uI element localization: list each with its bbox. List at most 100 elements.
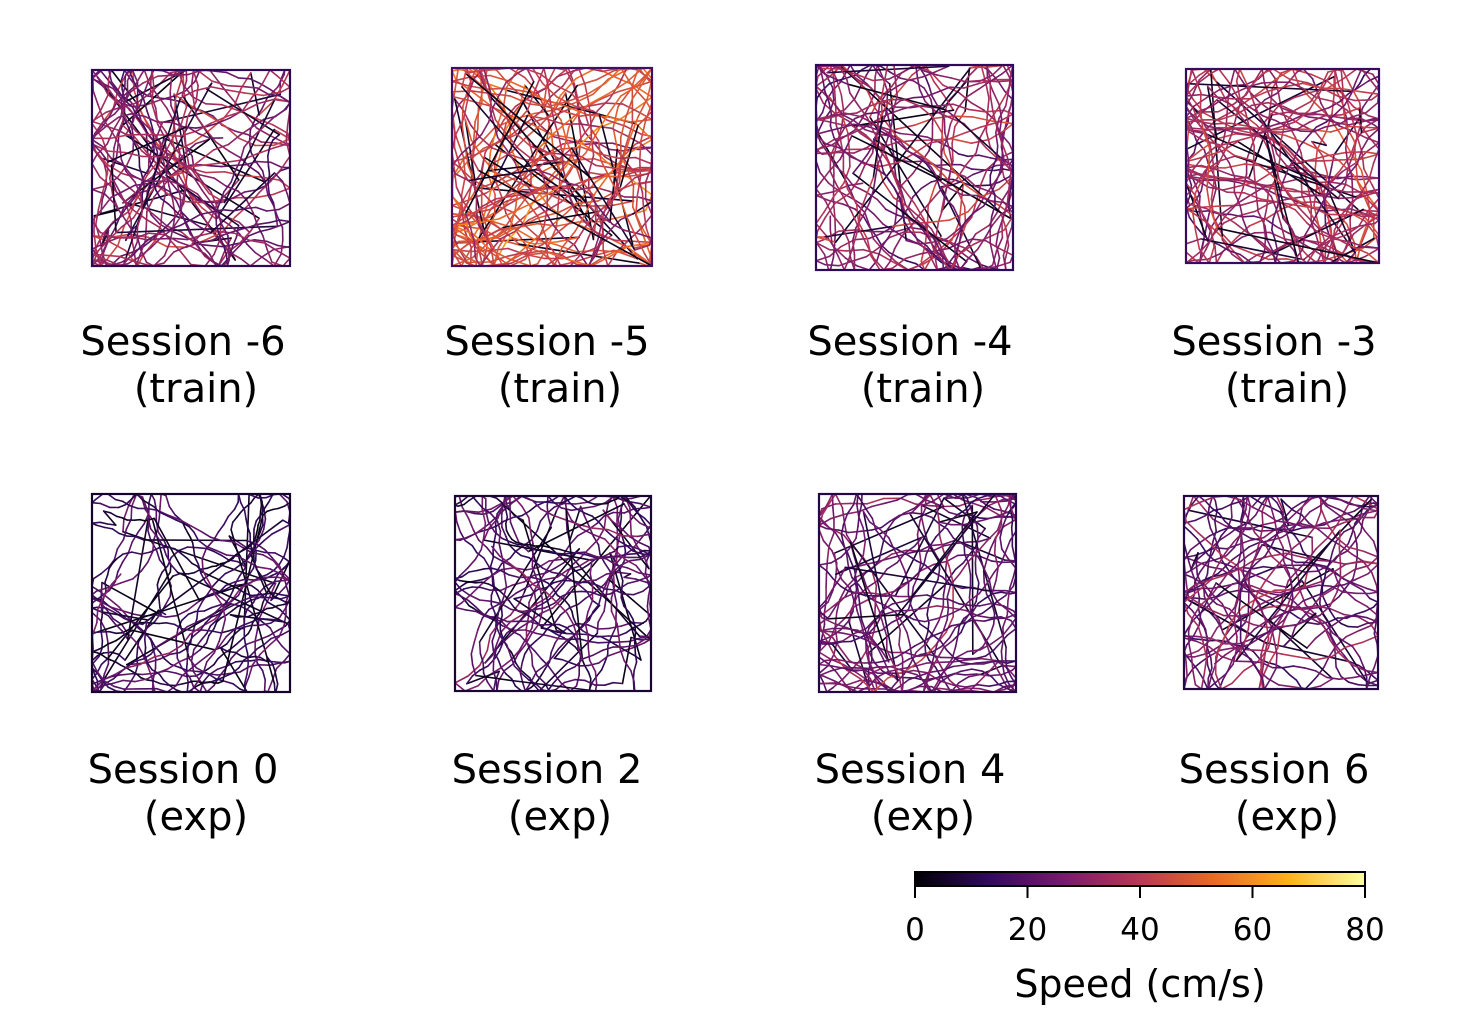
trajectory-segment [989,73,1003,82]
trajectory-segment [824,73,838,81]
trajectory-segment [839,147,848,161]
trajectory-segment [165,494,171,508]
trajectory-segment [525,187,545,198]
trajectory-segment [100,254,120,258]
trajectory-segment [112,178,121,193]
trajectory-segment [260,176,281,181]
trajectory-segment [989,165,994,176]
trajectory-segment [523,97,543,107]
trajectory-segment [964,152,977,167]
trajectory-segment [278,524,290,531]
trajectory-segment [505,672,513,680]
trajectory-segment [180,613,190,622]
trajectory-segment [637,196,653,202]
trajectory-segment [169,190,178,202]
trajectory-segment [827,80,838,85]
trajectory-segment [1224,163,1246,169]
trajectory-segment [1364,246,1380,249]
trajectory-segment [261,248,275,258]
trajectory-segment [1344,131,1349,149]
trajectory-segment [578,584,588,593]
trajectory-segment [112,117,122,132]
trajectory-segment [1195,196,1204,215]
trajectory-segment [140,194,143,213]
trajectory-segment [469,226,476,244]
trajectory-segment [595,67,614,77]
trajectory-segment [824,142,840,149]
trajectory-segment [1360,169,1368,192]
trajectory-segment [451,153,463,167]
trajectory-segment [1225,203,1238,216]
trajectory-segment [1002,202,1009,219]
trajectory-segment [265,208,280,212]
trajectory-segment [984,81,990,100]
trajectory-segment [279,166,291,172]
trajectory-segment [852,227,860,245]
trajectory-segment [170,105,178,120]
trajectory-segment [569,152,587,169]
trajectory-segment [514,229,528,248]
trajectory-segment [108,103,117,118]
trajectory-segment [885,121,898,138]
trajectory-segment [547,251,571,261]
trajectory-segment [256,87,270,96]
trajectory-segment [180,231,196,245]
trajectory-segment [815,133,827,145]
trajectory-segment [1216,133,1237,140]
trajectory-segment [203,606,213,612]
trajectory-segment [252,212,259,227]
trajectory-segment [1002,120,1008,137]
trajectory-segment [547,664,556,675]
trajectory-segment [243,135,255,148]
trajectory-segment [889,248,896,263]
trajectory-segment [1241,215,1255,218]
trajectory-segment [888,179,896,190]
trajectory-segment [1261,81,1277,84]
trajectory-segment [887,108,904,115]
trajectory-segment [454,682,466,692]
trajectory-segment [165,162,169,177]
trajectory-segment [943,94,955,111]
trajectory-segment [189,213,202,221]
trajectory-segment [485,214,496,234]
trajectory-segment [201,109,214,117]
trajectory-segment [1294,100,1312,111]
trajectory-segment [91,208,103,222]
trajectory-segment [517,147,533,160]
trajectory-segment [1280,178,1298,184]
trajectory-segment [1360,136,1370,151]
trajectory-segment [974,134,988,149]
trajectory-segment [1239,253,1252,263]
trajectory-segment [1218,68,1231,84]
trajectory-segment [1321,159,1342,162]
trajectory-segment [954,110,967,128]
trajectory-segment [911,147,930,162]
trajectory-segment [125,205,132,222]
trajectory-segment [941,84,960,94]
trajectory-segment [123,85,136,96]
trajectory-segment [130,173,144,182]
trajectory-segment [870,255,881,271]
trajectory-segment [914,64,919,78]
trajectory-segment [930,228,940,244]
trajectory-segment [840,123,855,129]
trajectory-segment [824,113,843,120]
trajectory-segment [570,579,581,584]
trajectory-segment [477,169,653,267]
trajectory-segment [632,590,644,596]
trajectory-segment [213,239,221,256]
trajectory-segment [834,192,850,205]
trajectory-segment [640,214,653,229]
trajectory-segment [171,198,176,216]
trajectory-segment [169,651,181,656]
trajectory-segment [958,229,963,244]
trajectory-segment [458,579,466,583]
trajectory-segment [506,87,528,93]
trajectory-segment [576,78,598,87]
trajectory-segment [118,255,136,263]
trajectory-segment [238,230,252,245]
trajectory-segment [195,84,199,103]
trajectory-segment [489,248,510,260]
trajectory-segment [246,199,254,214]
trajectory-segment [464,539,474,547]
